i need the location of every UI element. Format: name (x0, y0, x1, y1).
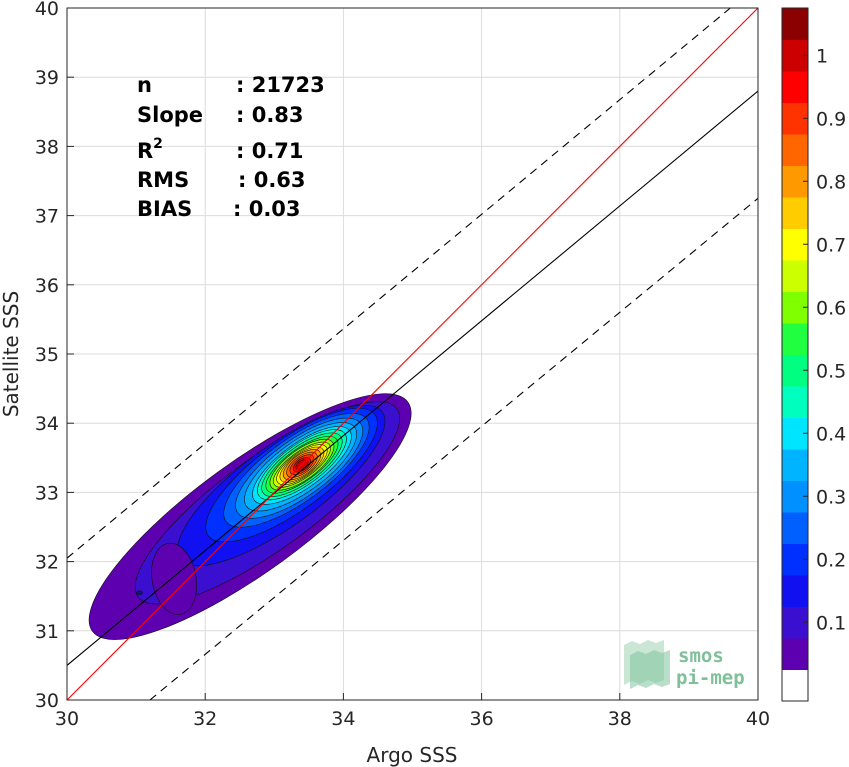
x-tick-label: 38 (608, 708, 632, 730)
y-tick-label: 39 (35, 67, 59, 89)
colorbar-tick-label: 0.2 (816, 549, 846, 571)
y-tick-label: 30 (35, 690, 59, 712)
stat-value: : 21723 (236, 73, 325, 97)
stat-label: n (137, 73, 152, 97)
y-tick-label: 31 (35, 621, 59, 643)
colorbar-tick-label: 0.7 (816, 234, 846, 256)
stat-value: : 0.63 (238, 168, 306, 192)
colorbar-tick-label: 0.1 (816, 612, 846, 634)
x-tick-label: 36 (470, 708, 494, 730)
stat-label: BIAS (137, 197, 192, 221)
x-tick-label: 30 (55, 708, 79, 730)
colorbar-tick-label: 0.8 (816, 171, 846, 193)
y-tick-label: 38 (35, 136, 59, 158)
stat-label: Slope (137, 103, 203, 127)
y-tick-label: 37 (35, 206, 59, 228)
colorbar-tick-label: 0.4 (816, 423, 846, 445)
colorbar-segment (782, 71, 808, 103)
y-tick-label: 36 (35, 275, 59, 297)
logo-line1: smos (678, 645, 724, 667)
statistics-box: n : 21723 Slope : 0.83 R2 : 0.71 RMS : 0.63 BIAS… (137, 73, 325, 221)
colorbar-segment (782, 669, 808, 702)
colorbar-tick-label: 0.5 (816, 360, 846, 382)
y-axis-title: Satellite SSS (0, 291, 23, 417)
y-tick-label: 33 (35, 482, 59, 504)
x-tick-label: 32 (193, 708, 217, 730)
colorbar-tick-label: 0.9 (816, 108, 846, 130)
contour-tail (151, 542, 197, 615)
colorbar-frame (781, 7, 809, 702)
upper-dashed-line (67, 8, 731, 559)
stat-label: RMS (137, 168, 189, 192)
colorbar-segment (782, 260, 808, 292)
x-axis-ticks: 30 32 34 36 38 40 (55, 693, 770, 730)
lower-dashed-line (149, 197, 758, 700)
y-axis-ticks: 30 31 32 33 34 35 36 37 38 39 40 (35, 0, 74, 712)
contour-outlier (136, 590, 143, 596)
colorbar-segment (782, 323, 808, 355)
logo-wave-icon-2 (630, 650, 670, 689)
colorbar-tick-label: 0.3 (816, 486, 846, 508)
y-tick-label: 32 (35, 552, 59, 574)
colorbar: 0.1 0.2 0.3 0.4 0.5 0.6 0.7 0.8 0.9 1 (781, 7, 846, 702)
regression-line (67, 90, 758, 666)
colorbar-tick-label: 1 (816, 45, 828, 67)
y-tick-label: 34 (35, 413, 59, 435)
reference-lines (67, 8, 758, 700)
stat-label: R2 (137, 136, 163, 163)
smos-pi-mep-logo: smos pi-mep (624, 640, 745, 689)
colorbar-segment (782, 449, 808, 481)
colorbar-segment (782, 575, 808, 607)
x-tick-label: 40 (746, 708, 770, 730)
x-axis-title: Argo SSS (367, 743, 458, 767)
colorbar-segment (782, 386, 808, 418)
y-tick-label: 35 (35, 344, 59, 366)
one-to-one-line (67, 8, 758, 700)
stat-value: : 0.83 (236, 103, 304, 127)
stat-value: : 0.03 (233, 197, 301, 221)
y-tick-label: 40 (35, 0, 59, 20)
colorbar-segment (782, 638, 808, 670)
colorbar-segment (782, 197, 808, 229)
stat-value: : 0.71 (236, 139, 304, 163)
colorbar-tick-label: 0.6 (816, 297, 846, 319)
logo-line2: pi-mep (676, 667, 745, 689)
colorbar-segment (782, 134, 808, 166)
x-tick-label: 34 (331, 708, 355, 730)
colorbar-segment (782, 8, 808, 40)
colorbar-segment (782, 512, 808, 544)
